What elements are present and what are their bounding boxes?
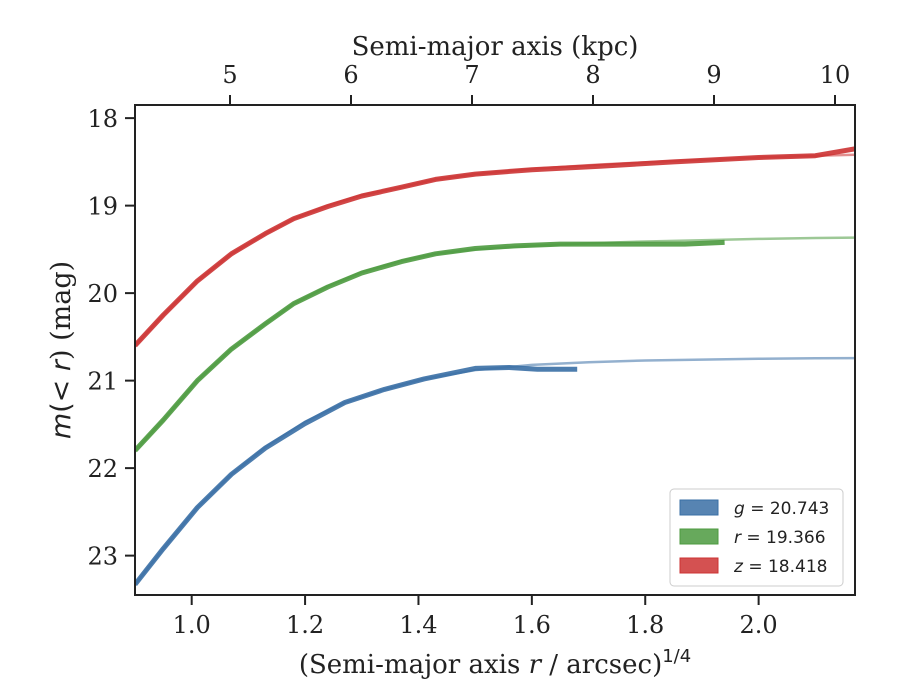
y-axis-label-unit: ) (mag) xyxy=(46,261,77,360)
series-z-data-band xyxy=(135,146,855,348)
y-axis-label-paren: ( xyxy=(46,402,77,413)
series-r-data-band xyxy=(135,239,725,453)
y-tick-label: 23 xyxy=(87,543,118,571)
y-axis-label-r: r xyxy=(46,358,77,371)
x-tick-label: 1.6 xyxy=(513,611,551,639)
x-axis-label-main: (Semi-major axis xyxy=(299,650,529,680)
legend-label-g: g = 20.743 xyxy=(734,499,829,519)
top-tick-label: 9 xyxy=(706,61,721,89)
top-tick-label: 10 xyxy=(820,61,851,89)
legend-label-z: z = 18.418 xyxy=(733,557,827,577)
top-tick-label: 5 xyxy=(222,61,237,89)
x-tick-label: 1.8 xyxy=(626,611,664,639)
y-axis-label-m: m xyxy=(46,413,77,439)
series-z-model-line xyxy=(135,153,855,347)
legend: g = 20.743 r = 19.366 z = 18.418 xyxy=(669,488,844,587)
x-tick-label: 2.0 xyxy=(740,611,778,639)
x-axis-label: (Semi-major axis r / arcsec)1/4 xyxy=(299,646,691,680)
top-axis-label: Semi-major axis (kpc) xyxy=(352,32,639,62)
top-tick-label: 6 xyxy=(343,61,358,89)
y-tick-label: 19 xyxy=(87,193,118,221)
x-axis-label-exponent: 1/4 xyxy=(662,646,691,667)
x-axis-label-unit: / arcsec) xyxy=(541,650,662,680)
x-tick-label: 1.0 xyxy=(173,611,211,639)
top-tick-label: 8 xyxy=(585,61,600,89)
legend-swatch-z xyxy=(679,557,719,574)
x-axis-ticks: 1.0 1.2 1.4 1.6 1.8 2.0 xyxy=(173,595,778,639)
top-axis-ticks: 5 6 7 8 9 10 xyxy=(222,61,850,105)
y-tick-label: 21 xyxy=(87,368,118,396)
y-axis-label-lt: < xyxy=(46,371,77,402)
x-tick-label: 1.2 xyxy=(286,611,324,639)
y-tick-label: 18 xyxy=(87,105,118,133)
y-axis-ticks: 18 19 20 21 22 23 xyxy=(87,105,135,571)
x-axis-label-var: r xyxy=(529,650,543,680)
legend-swatch-r xyxy=(679,528,719,545)
series-r-model-line xyxy=(135,236,855,452)
legend-label-r: r = 19.366 xyxy=(734,528,826,548)
y-tick-label: 20 xyxy=(87,280,118,308)
top-tick-label: 7 xyxy=(464,61,479,89)
plot-frame xyxy=(134,104,856,596)
y-tick-label: 22 xyxy=(87,455,118,483)
x-tick-label: 1.4 xyxy=(399,611,437,639)
series-g-data-band xyxy=(135,365,578,587)
y-axis-label: m(< r) (mag) xyxy=(46,261,77,439)
series-layer xyxy=(135,146,855,587)
legend-swatch-g xyxy=(679,499,719,516)
